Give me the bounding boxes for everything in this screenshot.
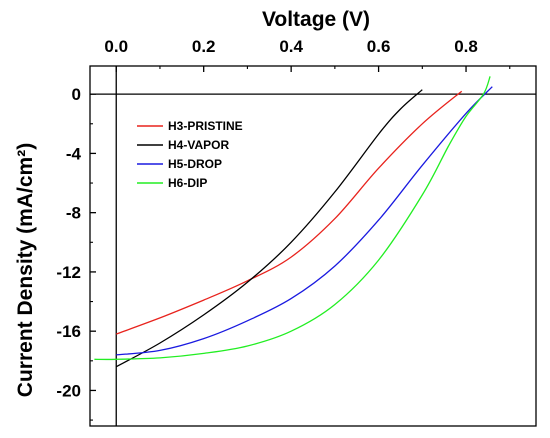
legend-label: H4-VAPOR	[168, 138, 229, 152]
data-series	[94, 76, 493, 368]
y-tick-label: -12	[56, 263, 81, 282]
series-line-h3-pristine	[115, 90, 463, 335]
x-tick-label: 0.0	[104, 37, 128, 56]
y-tick-label: 0	[72, 85, 81, 104]
y-axis-ticks: 0 -4 -8 -12 -16 -20	[56, 85, 96, 421]
legend-label: H3-PRISTINE	[168, 119, 243, 133]
x-tick-label: 0.6	[367, 37, 391, 56]
y-tick-label: -20	[56, 381, 81, 400]
series-line-h4-vapor	[115, 89, 423, 368]
plot-frame	[89, 65, 537, 427]
series-line-h5-drop	[116, 86, 493, 356]
series-line-h6-dip	[94, 76, 491, 361]
x-tick-label: 0.4	[279, 37, 303, 56]
y-tick-label: -16	[56, 322, 81, 341]
x-axis-title: Voltage (V)	[262, 8, 370, 31]
legend-label: H6-DIP	[168, 176, 207, 190]
x-tick-label: 0.8	[454, 37, 478, 56]
legend: H3-PRISTINE H4-VAPOR H5-DROP H6-DIP	[137, 119, 243, 190]
x-axis-ticks: 0.0 0.2 0.4 0.6 0.8	[104, 37, 511, 72]
x-tick-label: 0.2	[192, 37, 216, 56]
legend-label: H5-DROP	[168, 157, 222, 171]
y-tick-label: -8	[66, 204, 81, 223]
y-axis-title: Current Density (mA/cm²)	[14, 143, 37, 397]
y-tick-label: -4	[66, 144, 82, 163]
